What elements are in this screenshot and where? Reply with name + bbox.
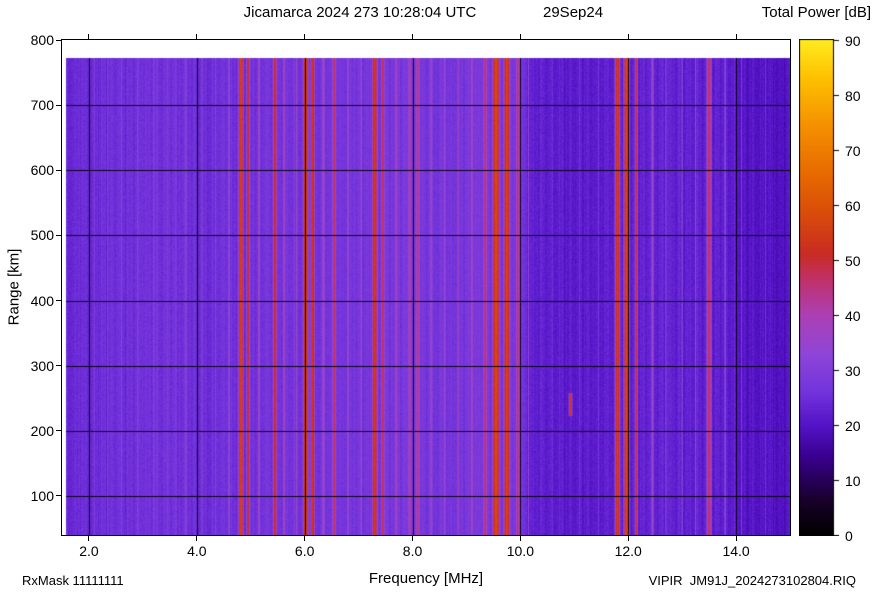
y-tick-label: 800 (30, 32, 54, 48)
y-tick-mark (56, 104, 61, 106)
x-tick-mark (735, 536, 737, 541)
x-tick-mark (627, 536, 629, 541)
y-tick-mark (56, 39, 61, 41)
x-tick-mark-top (735, 34, 737, 39)
colorbar-tick-label: 10 (845, 472, 861, 489)
x-tick-mark (88, 536, 90, 541)
y-tick-mark (56, 365, 61, 367)
x-tick-mark-top (304, 34, 306, 39)
plot-frame (61, 39, 791, 536)
y-tick-label: 100 (30, 487, 54, 504)
colorbar-tick-label: 30 (845, 362, 861, 379)
x-tick-mark-top (412, 34, 414, 39)
y-tick-mark (56, 300, 61, 302)
x-tick-mark (412, 536, 414, 541)
y-tick-label: 500 (30, 227, 54, 244)
x-axis-label: Frequency [MHz] (368, 570, 484, 587)
x-tick-mark (519, 536, 521, 541)
colorbar-tick-label: 50 (845, 252, 861, 269)
y-tick-label: 700 (30, 97, 54, 114)
y-tick-mark (56, 234, 61, 236)
x-tick-label: 8.0 (402, 543, 423, 559)
x-tick-label: 6.0 (294, 543, 315, 559)
filename-label: VIPIR JM91J_2024273102804.RIQ (648, 573, 856, 588)
colorbar-canvas (799, 39, 840, 536)
colorbar-title: Total Power [dB] (761, 4, 871, 21)
x-tick-mark-top (88, 34, 90, 39)
y-axis-label: Range [km] (5, 248, 23, 326)
rxmask-label: RxMask 11111111 (22, 573, 124, 588)
y-tick-mark (56, 169, 61, 171)
colorbar-tick-label: 40 (845, 307, 861, 324)
colorbar-tick-label: 90 (845, 32, 861, 49)
y-tick-label: 300 (30, 357, 54, 374)
x-tick-mark (304, 536, 306, 541)
y-tick-label: 200 (30, 422, 54, 439)
x-tick-mark (196, 536, 198, 541)
x-tick-mark-top (196, 34, 198, 39)
colorbar-tick-label: 20 (845, 417, 861, 434)
x-tick-label: 12.0 (614, 543, 642, 559)
heatmap-canvas (62, 40, 790, 535)
x-tick-label: 14.0 (722, 543, 750, 559)
colorbar-tick-label: 0 (845, 527, 853, 544)
x-tick-label: 4.0 (187, 543, 207, 559)
chart-date: 29Sep24 (543, 4, 604, 21)
chart-title: Jicamarca 2024 273 10:28:04 UTC (243, 4, 477, 21)
colorbar-tick-label: 80 (845, 87, 861, 104)
y-tick-label: 400 (30, 292, 54, 309)
colorbar-tick-label: 70 (845, 142, 861, 159)
colorbar-tick-label: 60 (845, 197, 861, 214)
y-tick-label: 600 (30, 162, 54, 179)
y-tick-mark (56, 430, 61, 432)
x-tick-label: 2.0 (79, 543, 99, 559)
x-tick-mark-top (519, 34, 521, 39)
x-tick-label: 10.0 (506, 543, 534, 559)
x-tick-mark-top (627, 34, 629, 39)
y-tick-mark (56, 495, 61, 497)
